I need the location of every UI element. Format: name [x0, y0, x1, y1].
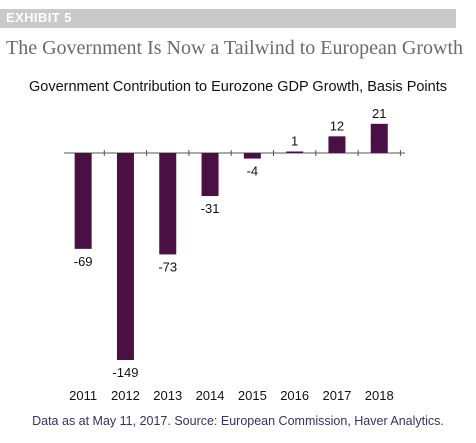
data-label-2013: -73	[158, 259, 177, 274]
x-tick-label-2014: 2014	[196, 388, 225, 403]
data-label-2016: 1	[291, 134, 298, 149]
data-label-2014: -31	[201, 201, 220, 216]
x-tick-label-2016: 2016	[280, 388, 309, 403]
x-tick-label-2018: 2018	[365, 388, 394, 403]
data-label-2018: 21	[372, 106, 386, 121]
bar-2015	[243, 153, 261, 159]
x-tick-label-2015: 2015	[238, 388, 267, 403]
data-label-2015: -4	[247, 164, 259, 179]
bar-2011	[74, 153, 92, 249]
bar-2016	[286, 151, 304, 153]
x-tick-label-2011: 2011	[69, 388, 97, 403]
exhibit-label: EXHIBIT 5	[6, 10, 72, 25]
x-tick-label-2012: 2012	[111, 388, 140, 403]
source-note: Data as at May 11, 2017. Source: Europea…	[32, 414, 444, 428]
x-tick-label-2013: 2013	[153, 388, 182, 403]
data-label-2011: -69	[74, 254, 93, 269]
bar-2013	[159, 153, 177, 255]
data-label-2017: 12	[330, 118, 344, 133]
x-tick-label-2017: 2017	[322, 388, 351, 403]
bar-2017	[328, 136, 346, 153]
bar-2018	[370, 123, 388, 153]
data-label-2012: -149	[112, 365, 138, 380]
bar-2012	[116, 153, 134, 360]
exhibit-band: EXHIBIT 5	[0, 9, 456, 28]
headline: The Government Is Now a Tailwind to Euro…	[6, 37, 464, 59]
bar-2014	[201, 153, 219, 197]
chart-title: Government Contribution to Eurozone GDP …	[28, 79, 447, 95]
